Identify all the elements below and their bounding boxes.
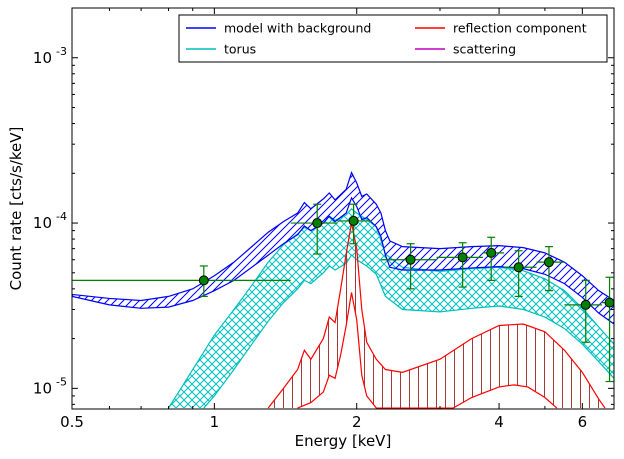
plot-frame — [71, 7, 615, 410]
reflection-component-band — [268, 223, 605, 409]
reflection-component-series — [267, 222, 606, 409]
model-with-background-upper-line — [72, 170, 614, 302]
x-tick-label-3: 4 — [494, 413, 504, 431]
data-point-0 — [198, 275, 209, 286]
y-tick-label-1: 10 — [33, 214, 52, 232]
legend-label-torus: torus — [224, 42, 256, 57]
y-tick-exponent-1: -4 — [56, 210, 67, 223]
axes: 0.5 1 2 4 6 10 -5 10 -4 10 -3 — [33, 7, 615, 431]
plot-area — [72, 170, 614, 409]
model-with-background-band — [72, 172, 614, 325]
data-point-1 — [312, 218, 323, 229]
legend: model with background reflection componen… — [178, 14, 608, 63]
y-tick-label-0: 10 — [33, 379, 52, 397]
torus-band — [168, 208, 614, 409]
legend-label-scattering: scattering — [453, 42, 516, 57]
x-axis-label: Energy [keV] — [295, 432, 392, 450]
x-tick-label-1: 1 — [210, 413, 220, 431]
data-point-6 — [513, 262, 524, 273]
legend-label-reflection-component: reflection component — [453, 21, 587, 36]
data-point-2 — [348, 215, 359, 226]
x-tick-label-0: 0.5 — [60, 413, 84, 431]
data-point-4 — [457, 252, 468, 263]
reflection-component-upper-line — [267, 222, 606, 409]
torus-upper-line — [168, 207, 614, 409]
y-axis-label: Count rate [cts/s/keV] — [7, 127, 25, 291]
x-tick-label-2: 2 — [352, 413, 362, 431]
data-point-3 — [405, 254, 416, 265]
y-tick-exponent-2: -3 — [56, 45, 67, 58]
reflection-component-lower-line — [297, 292, 558, 409]
legend-box — [178, 14, 608, 63]
data-point-7 — [543, 257, 554, 268]
data-points — [72, 203, 614, 383]
data-point-9 — [604, 297, 614, 308]
y-tick-exponent-0: -5 — [56, 375, 67, 388]
data-point-5 — [486, 247, 497, 258]
data-point-8 — [580, 299, 591, 310]
legend-label-model-with-background: model with background — [224, 21, 371, 36]
x-tick-label-4: 6 — [578, 413, 588, 431]
y-tick-label-2: 10 — [33, 49, 52, 67]
